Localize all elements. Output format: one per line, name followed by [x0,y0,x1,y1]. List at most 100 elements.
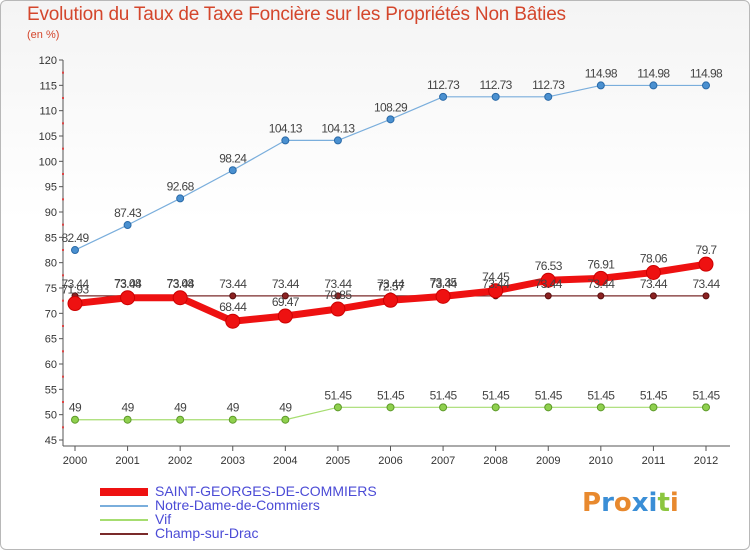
logo-letter: r [601,488,614,518]
x-tick-label: 2007 [431,455,455,467]
data-label-0: 79.7 [696,243,718,257]
data-label-0: 70.85 [324,288,352,302]
data-label-2: 49 [279,401,292,415]
data-label-1: 98.24 [219,151,247,165]
series-marker-3 [597,292,605,300]
data-label-1: 114.98 [585,66,618,80]
y-tick-label: 115 [39,80,57,92]
data-label-2: 51.45 [692,388,720,402]
series-marker-0 [383,292,398,308]
legend: SAINT-GEORGES-DE-COMMIERS Notre-Dame-de-C… [100,483,430,541]
series-marker-2 [176,415,185,424]
series-marker-2 [123,415,132,424]
legend-label: Champ-sur-Drac [155,525,259,541]
series-marker-1 [281,136,290,145]
data-label-3: 73.44 [272,277,300,291]
series-marker-0 [593,270,609,286]
data-label-1: 114.98 [637,66,670,80]
y-tick-label: 90 [45,207,57,219]
series-marker-2 [228,415,237,424]
legend-swatch [100,533,148,535]
data-label-0: 73.08 [114,277,142,291]
series-marker-1 [439,92,448,101]
data-label-3: 73.44 [535,277,563,291]
series-marker-2 [596,403,605,412]
series-marker-2 [439,403,448,412]
series-marker-0 [540,272,556,288]
series-marker-3 [544,292,552,300]
series-marker-0 [645,264,661,280]
series-marker-2 [702,403,710,412]
data-label-0: 71.93 [61,283,89,297]
data-label-2: 49 [122,401,135,415]
series-marker-0 [330,301,346,317]
y-minor-tick [62,173,64,175]
legend-item: Vif [100,511,430,527]
series-marker-1 [649,81,658,90]
x-tick-label: 2011 [642,455,666,467]
series-marker-1 [596,81,605,90]
data-label-0: 78.06 [640,251,668,265]
y-minor-tick [62,274,64,277]
series-marker-1 [544,92,553,101]
x-tick-label: 2005 [326,455,350,467]
series-marker-3 [229,292,237,300]
logo-letter: o [613,488,632,518]
logo-letter: i [648,488,658,518]
legend-label: SAINT-GEORGES-DE-COMMIERS [155,483,377,499]
series-marker-1 [333,136,342,145]
data-label-0: 72.57 [377,279,405,293]
data-label-2: 51.45 [587,388,615,402]
data-label-2: 49 [69,401,82,415]
y-minor-tick [62,299,64,302]
y-minor-tick [62,350,64,353]
y-tick-label: 100 [39,156,57,168]
y-minor-tick [62,97,64,99]
data-label-0: 73.08 [167,277,195,291]
legend-item: SAINT-GEORGES-DE-COMMIERS [100,483,430,499]
data-label-2: 51.45 [640,388,668,402]
data-label-0: 68.44 [219,300,247,314]
series-marker-0 [435,288,451,304]
x-tick-label: 2010 [589,455,613,467]
y-tick-label: 110 [39,106,57,118]
legend-swatch [100,505,148,507]
series-marker-2 [71,415,79,424]
x-tick-label: 2008 [483,455,507,467]
y-minor-tick [62,401,64,403]
x-tick-label: 2006 [378,455,402,467]
y-tick-label: 70 [45,308,57,320]
series-marker-0 [120,290,136,306]
series-marker-1 [491,92,500,101]
data-label-2: 51.45 [535,388,563,402]
y-tick-label: 75 [45,283,57,295]
legend-item: Notre-Dame-de-Commiers [100,497,430,513]
y-minor-tick [62,375,64,378]
data-label-3: 73.44 [640,277,668,291]
data-label-1: 104.13 [269,121,303,135]
y-minor-tick [62,325,64,327]
y-minor-tick [62,198,64,201]
y-tick-label: 85 [45,232,57,244]
series-marker-2 [333,403,342,412]
data-label-2: 49 [227,401,240,415]
legend-swatch [100,519,148,521]
logo-letter: P [582,488,602,518]
data-label-0: 69.47 [272,295,300,309]
data-label-3: 73.44 [430,277,458,291]
data-label-1: 112.73 [427,78,460,92]
data-label-2: 49 [174,401,187,415]
y-minor-tick [62,71,64,74]
y-tick-label: 95 [45,182,57,194]
proxiti-logo: Proxiti [582,488,679,518]
series-marker-1 [176,194,185,203]
data-label-0: 73.35 [430,275,458,289]
y-tick-label: 105 [39,131,57,143]
y-tick-label: 60 [45,359,57,371]
logo-letter: i [669,488,679,518]
y-tick-label: 80 [45,258,57,270]
logo-letter: t [657,488,670,518]
series-marker-0 [67,296,83,312]
series-marker-0 [698,256,714,272]
series-marker-3 [281,292,289,300]
